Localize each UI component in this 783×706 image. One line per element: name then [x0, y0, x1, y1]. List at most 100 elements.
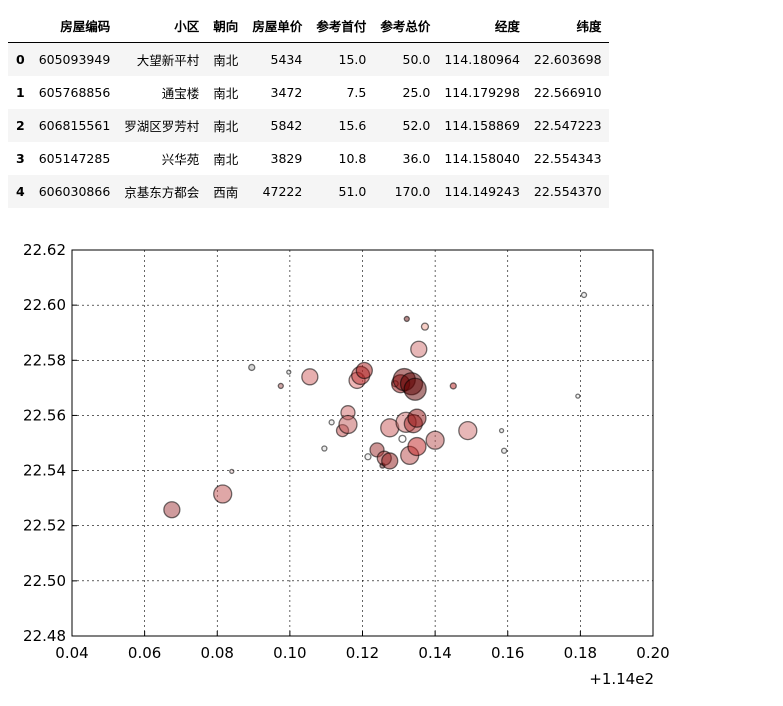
x-tick-label: 0.16 [491, 644, 524, 662]
grid-lines [71, 249, 654, 637]
scatter-point [403, 377, 427, 401]
dataframe-table: 房屋编码 小区 朝向 房屋单价 参考首付 参考总价 经度 纬度 0 605093… [8, 8, 609, 208]
table-cell: 114.149243 [444, 184, 520, 199]
column-header-index [8, 8, 32, 43]
table-cell: 606815561 [38, 118, 111, 133]
table-cell: 兴华苑 [161, 152, 200, 167]
axis-ticks: 0.04 0.06 0.08 0.10 0.12 0.14 0.16 0.18 0.20 22.4… [23, 241, 670, 662]
y-tick-label: 22.58 [23, 351, 66, 369]
scatter-point [286, 369, 292, 375]
scatter-point [407, 436, 427, 457]
scatter-point [498, 427, 505, 434]
table-cell: 22.554343 [533, 151, 602, 166]
data-points [163, 291, 588, 519]
scatter-point [425, 430, 445, 450]
scatter-point [229, 468, 235, 475]
table-cell: 15.6 [338, 118, 367, 133]
row-index: 4 [16, 184, 25, 199]
table-cell: 22.566910 [533, 85, 602, 100]
scatter-point [301, 368, 319, 386]
column-header: 房屋编码 [31, 8, 118, 43]
table-cell: 南北 [213, 86, 239, 101]
y-tick-label: 22.60 [23, 296, 66, 314]
scatter-point [355, 361, 373, 380]
table-cell: 47222 [262, 184, 303, 199]
row-index: 2 [16, 118, 25, 133]
table-cell: 南北 [213, 53, 239, 68]
table-cell: 西南 [213, 185, 239, 200]
scatter-point [163, 501, 181, 519]
table-row: 1 605768856 通宝楼 南北 3472 7.5 25.0 114.179… [8, 76, 609, 109]
scatter-point [213, 484, 233, 504]
y-tick-label: 22.52 [23, 517, 66, 535]
scatter-point [338, 414, 358, 435]
scatter-point [398, 434, 407, 444]
scatter-plot-output: 0.04 0.06 0.08 0.10 0.12 0.14 0.16 0.18 0.20 22.4… [0, 226, 783, 706]
table-row: 2 606815561 罗湖区罗芳村 南北 5842 15.6 52.0 114… [8, 109, 609, 142]
table-cell: 114.158040 [444, 151, 520, 166]
table-cell: 22.547223 [533, 118, 602, 133]
scatter-point [458, 420, 478, 441]
scatter-point [381, 452, 399, 470]
x-axis-offset-label: +1.14e2 [589, 670, 654, 688]
scatter-point [321, 445, 328, 452]
table-cell: 南北 [213, 119, 239, 134]
table-cell: 114.179298 [444, 85, 520, 100]
column-header: 朝向 [206, 8, 246, 43]
table-row: 4 606030866 京基东方都会 西南 47222 51.0 170.0 1… [8, 175, 609, 208]
scatter-point [500, 447, 508, 454]
x-tick-label: 0.18 [564, 644, 597, 662]
scatter-point [364, 453, 372, 461]
table-cell: 605147285 [38, 151, 111, 166]
table-cell: 22.554370 [533, 184, 602, 199]
scatter-point [248, 363, 256, 372]
scatter-point [277, 382, 284, 390]
table-cell: 22.603698 [533, 52, 602, 67]
table-cell: 606030866 [38, 184, 111, 199]
table-cell: 3472 [270, 85, 303, 100]
y-tick-label: 22.48 [23, 627, 66, 645]
table-cell: 南北 [213, 152, 239, 167]
table-cell: 5434 [270, 52, 303, 67]
column-header: 房屋单价 [245, 8, 310, 43]
table-cell: 3829 [270, 151, 303, 166]
scatter-point [403, 315, 410, 323]
dataframe-output: 房屋编码 小区 朝向 房屋单价 参考首付 参考总价 经度 纬度 0 605093… [8, 8, 680, 208]
row-index: 3 [16, 151, 25, 166]
table-cell: 通宝楼 [161, 86, 200, 101]
x-tick-label: 0.10 [273, 644, 306, 662]
table-cell: 50.0 [402, 52, 431, 67]
y-tick-label: 22.56 [23, 406, 66, 424]
table-cell: 114.158869 [444, 118, 520, 133]
column-header: 参考总价 [373, 8, 438, 43]
table-cell: 605093949 [38, 52, 111, 67]
column-header: 小区 [117, 8, 207, 43]
x-tick-label: 0.20 [636, 644, 669, 662]
x-tick-label: 0.08 [201, 644, 234, 662]
table-cell: 36.0 [402, 151, 431, 166]
x-tick-label: 0.04 [55, 644, 88, 662]
scatter-point [580, 291, 588, 299]
y-tick-label: 22.50 [23, 572, 66, 590]
table-cell: 大望新平村 [136, 53, 200, 68]
table-cell: 10.8 [338, 151, 367, 166]
table-cell: 5842 [270, 118, 303, 133]
table-row: 3 605147285 兴华苑 南北 3829 10.8 36.0 114.15… [8, 142, 609, 175]
scatter-point [420, 322, 430, 331]
table-cell: 605768856 [38, 85, 111, 100]
table-cell: 114.180964 [444, 52, 520, 67]
row-index: 1 [16, 85, 25, 100]
column-header: 纬度 [526, 8, 609, 43]
scatter-point [575, 393, 581, 399]
x-tick-label: 0.06 [128, 644, 161, 662]
table-cell: 罗湖区罗芳村 [124, 119, 200, 134]
table-cell: 52.0 [402, 118, 431, 133]
column-header: 参考首付 [309, 8, 374, 43]
plot-frame [71, 249, 654, 637]
scatter-point [328, 419, 335, 426]
scatter-point [449, 382, 457, 390]
table-cell: 京基东方都会 [124, 185, 200, 200]
table-header-row: 房屋编码 小区 朝向 房屋单价 参考首付 参考总价 经度 纬度 [8, 8, 609, 43]
x-tick-label: 0.14 [418, 644, 451, 662]
table-cell: 7.5 [346, 85, 367, 100]
